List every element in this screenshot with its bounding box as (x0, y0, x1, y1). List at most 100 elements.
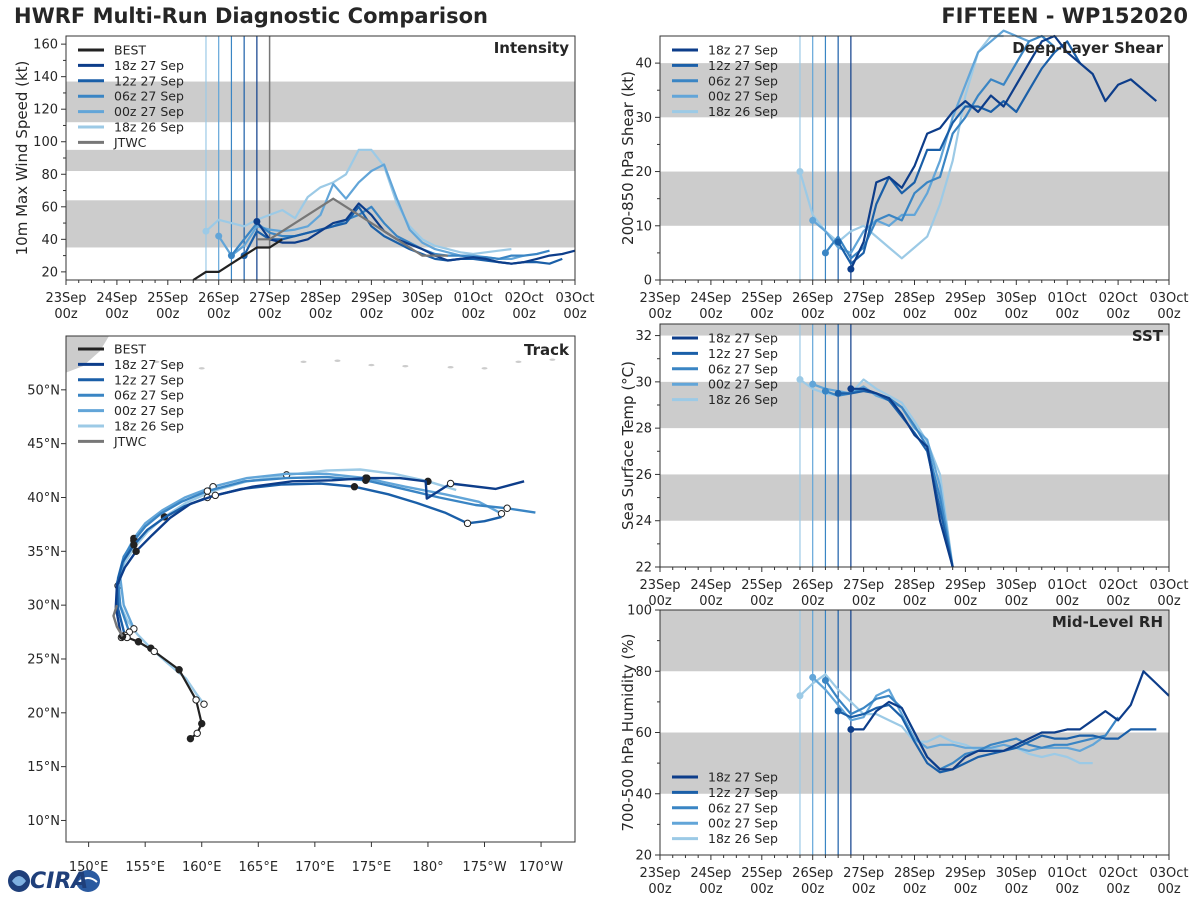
rh-init-point (796, 692, 804, 700)
rh-xtick-label: 26Sep (792, 866, 833, 881)
rh-legend-label: 00z 27 Sep (708, 816, 778, 831)
shear-legend-label: 00z 27 Sep (708, 89, 778, 104)
island-shape (300, 360, 307, 364)
sst-legend-label: 12z 27 Sep (708, 346, 778, 361)
island-shape (198, 367, 205, 370)
shear-ytick-label: 20 (635, 165, 652, 180)
island-shape (549, 358, 556, 361)
shear-series-line (824, 34, 1056, 260)
shear-xtick-label-hour: 00z (954, 307, 978, 322)
track-xtick-label: 175°E (352, 860, 392, 875)
track-point (211, 491, 220, 500)
track-line (116, 468, 457, 705)
jtwc-track-line (112, 604, 124, 638)
shear-xtick-label-hour: 00z (699, 307, 723, 322)
track-legend-label: 18z 27 Sep (114, 357, 184, 372)
rh-ytick-label: 40 (635, 787, 652, 802)
shear-xtick-label-hour: 00z (750, 307, 774, 322)
shear-xtick-label: 28Sep (894, 291, 935, 306)
rh-init-point (821, 676, 829, 684)
track-point (503, 504, 511, 512)
sst-panel-title: SST (1132, 327, 1164, 345)
rh-init-point (847, 725, 855, 733)
sst-init-point (809, 380, 817, 388)
sst-legend-label: 18z 27 Sep (708, 331, 778, 346)
rh-xtick-label-hour: 00z (648, 882, 672, 897)
track-xtick-label: 180° (412, 860, 443, 875)
track-legend-label: JTWC (113, 434, 147, 449)
island-shape (481, 367, 488, 370)
shear-xtick-label-hour: 00z (903, 307, 927, 322)
shear-xtick-label: 01Oct (1048, 291, 1087, 306)
rh-xtick-label-hour: 00z (1056, 882, 1080, 897)
shear-ytick-label: 30 (635, 111, 652, 126)
shear-xtick-label: 25Sep (741, 291, 782, 306)
intensity-ytick-label: 160 (33, 38, 58, 53)
sst-xtick-label: 28Sep (894, 578, 935, 593)
sst-ytick-label: 28 (635, 422, 652, 437)
shear-ytick-label: 10 (635, 219, 652, 234)
intensity-band (66, 200, 575, 248)
track-legend-label: 06z 27 Sep (114, 388, 184, 403)
sst-panel: 22242628303223Sep00z24Sep00z25Sep00z26Se… (619, 323, 1189, 609)
island-shape (334, 359, 341, 362)
track-frame (65, 335, 576, 843)
shear-init-point (809, 216, 817, 224)
shear-legend-label: 18z 27 Sep (708, 43, 778, 58)
intensity-panel-title: Intensity (494, 39, 570, 57)
shear-xtick-label-hour: 00z (648, 307, 672, 322)
shear-xtick-label: 24Sep (690, 291, 731, 306)
rh-legend-label: 18z 26 Sep (708, 831, 778, 846)
sst-ytick-label: 26 (635, 468, 652, 483)
best-track-point (186, 734, 195, 743)
intensity-series-line (256, 202, 576, 265)
sst-xtick-label: 25Sep (741, 578, 782, 593)
track-legend-label: 18z 26 Sep (114, 419, 184, 434)
track-xtick-label: 155°E (125, 860, 165, 875)
intensity-jtwc-track (256, 197, 448, 257)
track-point (350, 483, 359, 491)
shear-xtick-label-hour: 00z (1056, 307, 1080, 322)
sst-xtick-label-hour: 00z (1056, 594, 1080, 609)
rh-xtick-label: 30Sep (996, 866, 1037, 881)
sst-xtick-label-hour: 00z (954, 594, 978, 609)
rh-xtick-label-hour: 00z (954, 882, 978, 897)
intensity-band (66, 81, 575, 123)
island-shape (402, 364, 409, 368)
rh-legend-label: 06z 27 Sep (708, 800, 778, 815)
sst-init-point (834, 389, 842, 397)
island-shape (176, 363, 183, 367)
sst-xtick-label: 24Sep (690, 578, 731, 593)
track-panel-title: Track (524, 341, 570, 359)
intensity-xtick-label: 30Sep (402, 291, 443, 306)
track-point (446, 479, 455, 488)
intensity-xtick-label-hour: 00z (512, 307, 536, 322)
intensity-legend-label: 18z 26 Sep (114, 120, 184, 135)
intensity-xtick-label: 03Oct (555, 291, 594, 306)
sst-xtick-label-hour: 00z (750, 594, 774, 609)
best-track-point (150, 647, 158, 656)
shear-ytick-label: 40 (635, 57, 652, 72)
sst-series-line (850, 387, 954, 568)
sst-xtick-label: 27Sep (843, 578, 884, 593)
track-point (497, 509, 506, 518)
sst-xtick-label: 01Oct (1048, 578, 1087, 593)
shear-init-point (796, 168, 804, 176)
sst-ytick-label: 22 (635, 561, 652, 576)
intensity-panel: 2040608010012014016023Sep00z24Sep00z25Se… (13, 35, 595, 322)
intensity-legend-label: 12z 27 Sep (114, 73, 184, 88)
intensity-legend-label: 06z 27 Sep (114, 89, 184, 104)
shear-ytick-label: 0 (644, 274, 652, 289)
shear-xtick-label: 26Sep (792, 291, 833, 306)
shear-series-line (811, 29, 1030, 254)
rh-panel-title: Mid-Level RH (1052, 613, 1163, 631)
rh-series-line (837, 703, 1157, 774)
track-xtick-label: 170°W (519, 860, 563, 875)
shear-xtick-label-hour: 00z (1106, 307, 1130, 322)
intensity-xtick-label: 25Sep (147, 291, 188, 306)
rh-xtick-label: 01Oct (1048, 866, 1087, 881)
shear-init-point (847, 265, 855, 273)
